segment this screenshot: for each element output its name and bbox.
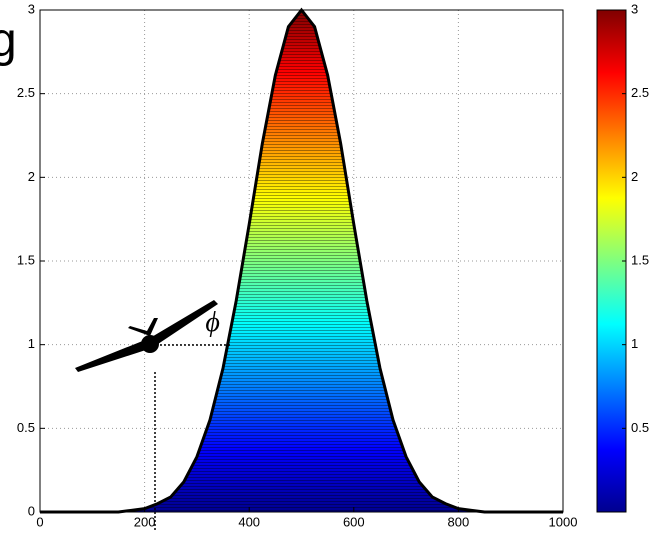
colorbar-tick-label: 3 — [631, 1, 638, 16]
colorbar-tick-label: 1.5 — [631, 252, 649, 267]
y-tick-label: 2 — [28, 169, 35, 184]
colorbar — [596, 9, 627, 513]
colorbar-tick-label: 2.5 — [631, 85, 649, 100]
x-tick-label: 200 — [134, 514, 156, 529]
x-tick-label: 400 — [238, 514, 260, 529]
aircraft-tail — [128, 318, 158, 336]
area-shade — [40, 10, 563, 512]
aircraft-wing — [75, 300, 218, 372]
aircraft — [75, 300, 230, 530]
aircraft-body — [141, 335, 159, 353]
x-tick-label: 1000 — [549, 514, 578, 529]
x-tick-label: 800 — [448, 514, 470, 529]
y-tick-label: 2.5 — [17, 85, 35, 100]
x-tick-label: 600 — [343, 514, 365, 529]
colorbar-tick-label: 2 — [631, 169, 638, 184]
colorbar-tick-label: 1 — [631, 336, 638, 351]
y-tick-label: 0 — [28, 503, 35, 518]
annotation: g — [0, 14, 17, 67]
annotation: ϕ — [205, 307, 220, 338]
x-tick-label: 0 — [36, 514, 43, 529]
y-tick-label: 1 — [28, 336, 35, 351]
colorbar-tick-label: 0.5 — [631, 420, 649, 435]
y-tick-label: 1.5 — [17, 252, 35, 267]
y-tick-label: 0.5 — [17, 420, 35, 435]
y-tick-label: 3 — [28, 1, 35, 16]
